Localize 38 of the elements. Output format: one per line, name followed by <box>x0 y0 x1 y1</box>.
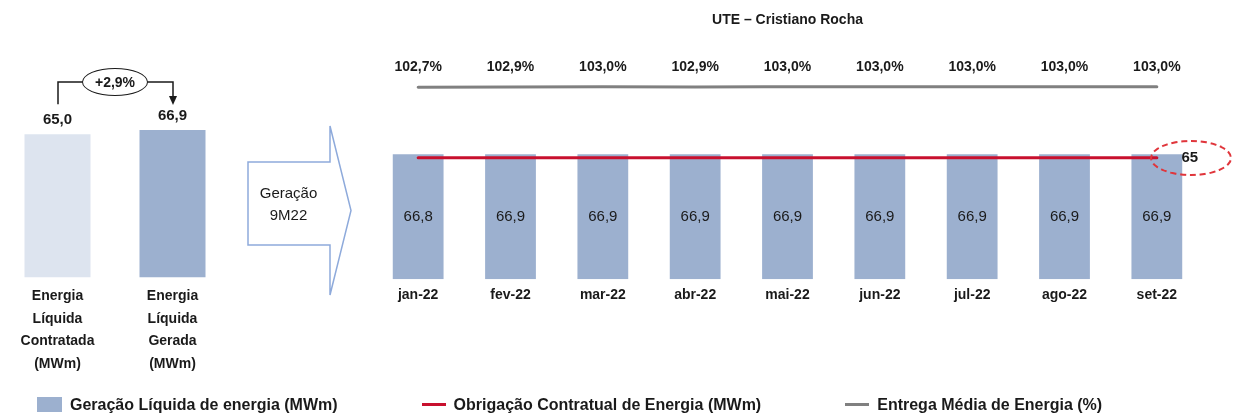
x-tick-label: fev-22 <box>490 286 531 303</box>
data-label: 102,9% <box>486 57 535 74</box>
legend-label: Entrega Média de Energia (%) <box>877 395 1103 414</box>
data-label: 102,9% <box>671 57 720 74</box>
legend-label: Geração Líquida de energia (MWm) <box>70 395 338 414</box>
x-tick-label: Energia Líquida Contratada (MWm) <box>20 287 95 371</box>
data-label: 103,0% <box>856 57 905 74</box>
data-label: 66,9 <box>957 206 987 224</box>
data-label: 66,8 <box>403 206 433 224</box>
x-tick-label: jun-22 <box>858 286 901 303</box>
data-label: 66,9 <box>1142 206 1172 224</box>
data-label: 66,9 <box>588 206 618 224</box>
data-label: 66,9 <box>157 105 188 123</box>
x-tick-label: mar-22 <box>579 286 626 303</box>
text: Geração 9M22 <box>259 182 318 225</box>
x-tick-label: jul-22 <box>952 286 991 303</box>
x-tick-label: jan-22 <box>396 286 439 303</box>
data-label: 103,0% <box>763 57 812 74</box>
data-label: 66,9 <box>495 206 526 224</box>
data-label: 103,0% <box>1040 57 1089 74</box>
chart-title: UTE – Cristiano Rocha <box>712 11 864 28</box>
data-label: 103,0% <box>1133 57 1182 74</box>
data-label: 66,9 <box>865 206 895 224</box>
x-tick-label: Energia Líquida Gerada (MWm) <box>146 287 199 371</box>
data-label: 65 <box>1181 147 1199 165</box>
data-label: 66,9 <box>772 206 803 224</box>
x-tick-label: set-22 <box>1136 286 1178 303</box>
data-label: 102,7% <box>394 58 443 75</box>
legend-label: Obrigação Contratual de Energia (MWm) <box>453 395 762 414</box>
data-label: 103,0% <box>579 57 628 74</box>
data-label: 103,0% <box>948 57 997 74</box>
data-label: 66,9 <box>1049 206 1080 224</box>
data-label: 66,9 <box>680 206 710 224</box>
x-tick-label: ago-22 <box>1041 286 1088 303</box>
text: +2,9% <box>93 73 137 91</box>
x-tick-label: mai-22 <box>765 286 810 303</box>
x-tick-label: abr-22 <box>674 286 717 303</box>
data-label: 65,0 <box>42 109 73 127</box>
